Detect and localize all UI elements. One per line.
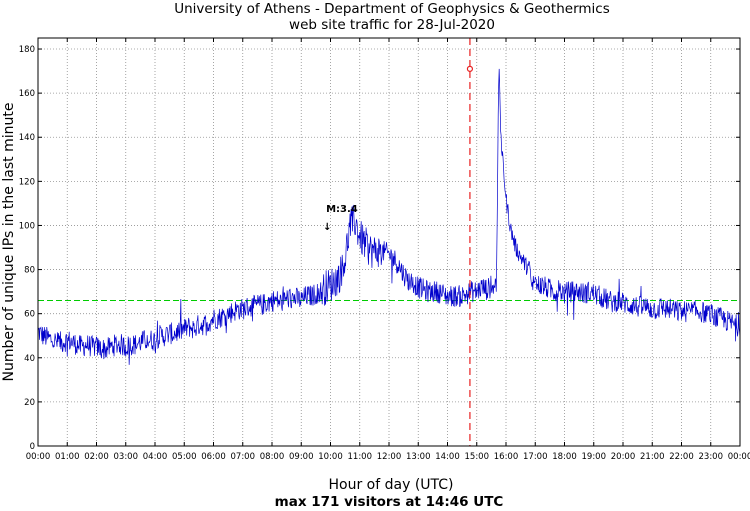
- x-tick-label: 19:00: [582, 452, 607, 462]
- x-tick-label: 12:00: [377, 452, 402, 462]
- y-tick-label: 140: [19, 133, 35, 143]
- x-tick-label: 16:00: [494, 452, 519, 462]
- grid: [37, 38, 741, 447]
- chart-subtitle: web site traffic for 28-Jul-2020: [289, 17, 495, 33]
- x-tick-label: 23:00: [699, 452, 724, 462]
- x-tick-label: 02:00: [84, 452, 109, 462]
- x-tick-label: 14:00: [435, 452, 460, 462]
- x-tick-label: 08:00: [260, 452, 285, 462]
- y-tick-label: 80: [24, 266, 35, 276]
- x-tick-label: 00:00: [728, 452, 750, 462]
- series-layer: [37, 68, 741, 365]
- traffic-series-line: [37, 68, 741, 365]
- x-tick-label: 00:00: [26, 452, 51, 462]
- y-tick-label: 40: [24, 354, 35, 364]
- x-tick-label: 03:00: [114, 452, 139, 462]
- y-tick-label: 180: [19, 45, 35, 55]
- arrow-down-icon: ↓: [323, 222, 331, 233]
- y-tick-label: 60: [24, 310, 35, 320]
- max-point-marker: [466, 65, 474, 72]
- x-tick-label: 04:00: [143, 452, 168, 462]
- tick-layer: 0 20 40 60 80 100 120 140 160 180 00:00 01:00 02:00 0…: [19, 38, 750, 462]
- x-tick-label: 01:00: [55, 452, 80, 462]
- x-tick-label: 18:00: [552, 452, 577, 462]
- x-tick-label: 06:00: [201, 452, 226, 462]
- x-tick-label: 07:00: [231, 452, 256, 462]
- y-tick-label: 120: [19, 177, 35, 187]
- x-axis-label: Hour of day (UTC): [329, 477, 454, 493]
- y-tick-label: 20: [24, 398, 35, 408]
- x-tick-label: 15:00: [465, 452, 490, 462]
- x-tick-label: 20:00: [611, 452, 636, 462]
- y-axis-label: Number of unique IPs in the last minute: [1, 103, 17, 382]
- x-tick-label: 09:00: [289, 452, 314, 462]
- x-tick-label: 11:00: [348, 452, 373, 462]
- x-tick-label: 05:00: [172, 452, 197, 462]
- marker-layer: [466, 38, 474, 446]
- x-tick-label: 22:00: [669, 452, 694, 462]
- annotation-layer: M:3.4 ↓: [323, 204, 358, 233]
- max-visitors-note: max 171 visitors at 14:46 UTC: [275, 494, 504, 510]
- chart-title: University of Athens - Department of Geo…: [174, 1, 610, 17]
- earthquake-annotation: M:3.4: [326, 204, 358, 215]
- y-tick-label: 0: [30, 442, 35, 452]
- x-tick-label: 17:00: [523, 452, 548, 462]
- x-tick-label: 21:00: [640, 452, 665, 462]
- x-tick-label: 10:00: [318, 452, 343, 462]
- y-tick-label: 100: [19, 221, 35, 231]
- y-tick-label: 160: [19, 89, 35, 99]
- x-tick-label: 13:00: [406, 452, 431, 462]
